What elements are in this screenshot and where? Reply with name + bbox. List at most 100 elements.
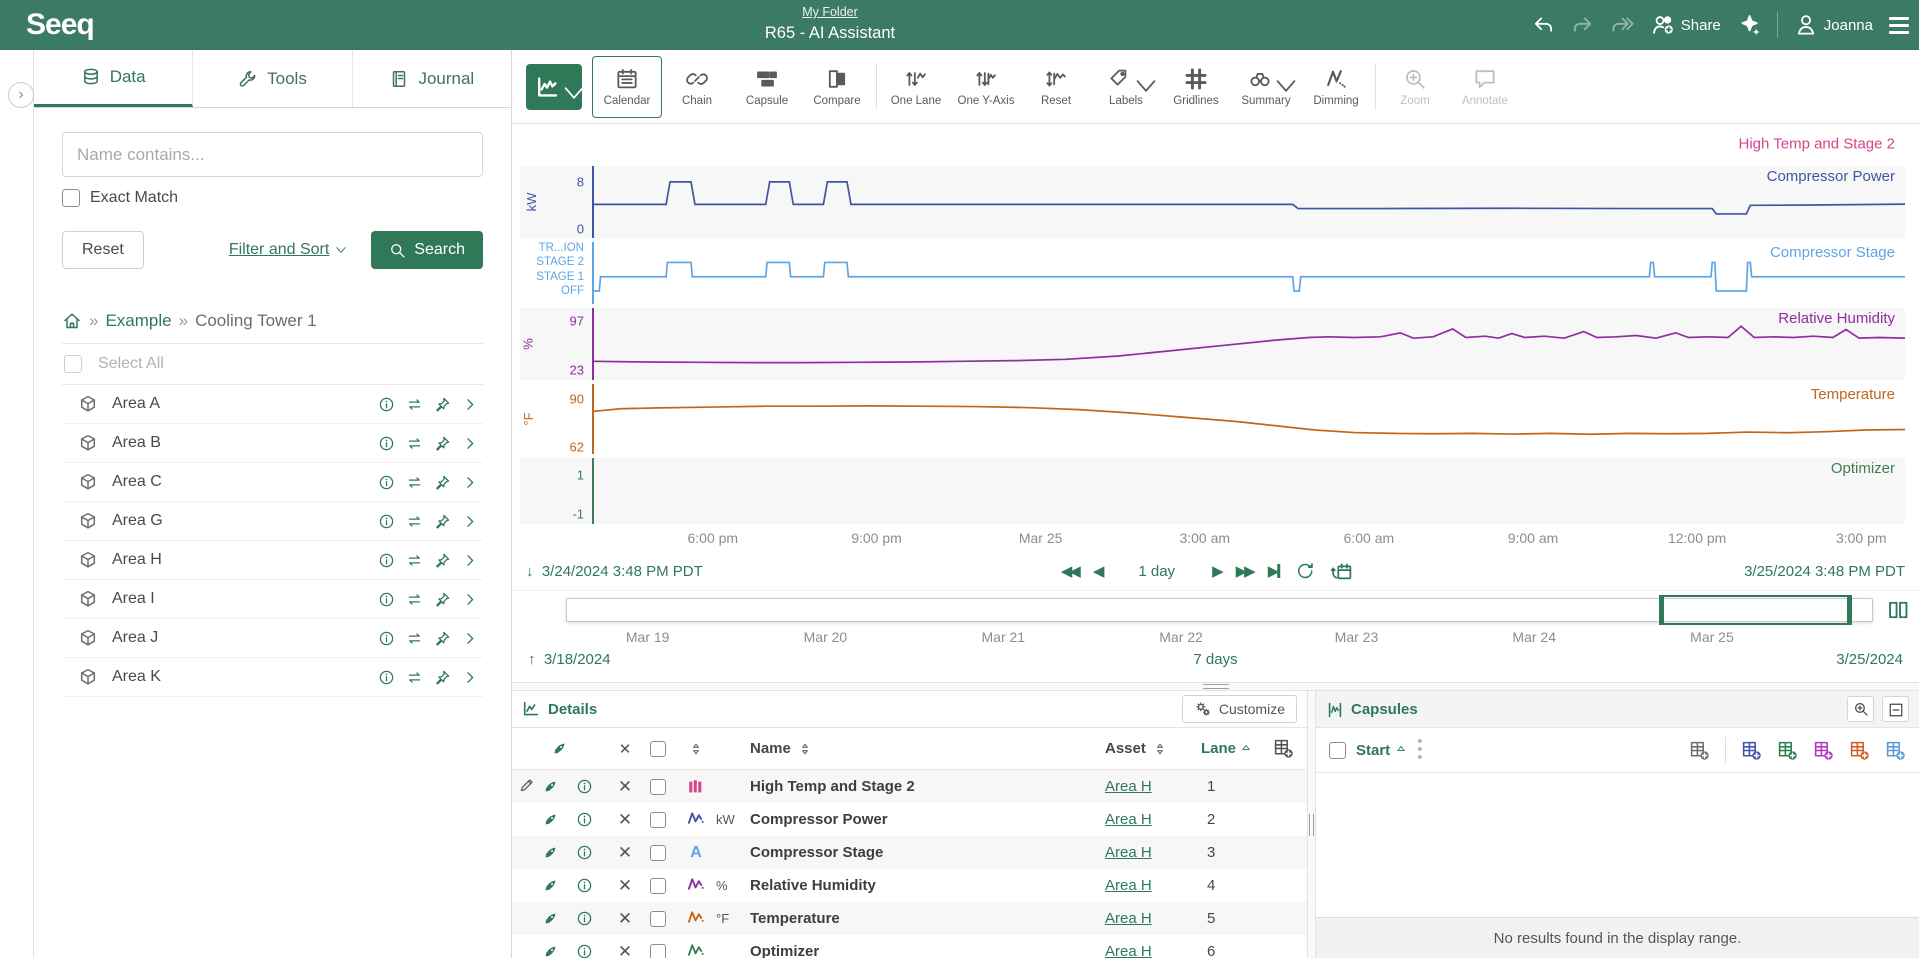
annotate-button[interactable]: Annotate xyxy=(1450,56,1520,118)
asset-link[interactable]: Area H xyxy=(1105,844,1201,861)
signal-label[interactable]: Temperature xyxy=(1811,386,1895,403)
reset-button[interactable]: Reset xyxy=(1021,56,1091,118)
row-checkbox[interactable] xyxy=(650,878,666,894)
filter-and-sort-link[interactable]: Filter and Sort xyxy=(229,241,347,259)
lane-plot[interactable]: Compressor Power xyxy=(592,166,1905,238)
column-options-icon[interactable]: ••• xyxy=(1417,738,1422,763)
step-back-button[interactable]: ◀ xyxy=(1093,562,1102,580)
labels-button[interactable]: Labels xyxy=(1091,56,1161,118)
breadcrumb-example-link[interactable]: Example xyxy=(105,311,171,331)
remove-all-column[interactable]: ✕ xyxy=(619,740,632,758)
signal-label[interactable]: Relative Humidity xyxy=(1778,310,1895,327)
lane-plot[interactable]: Relative Humidity xyxy=(592,308,1905,380)
asset-link[interactable]: Area H xyxy=(1105,943,1201,958)
swap-asset-icon[interactable] xyxy=(406,669,423,686)
pin-icon[interactable] xyxy=(434,591,451,608)
ai-assistant-icon[interactable] xyxy=(1737,13,1761,37)
remove-item-icon[interactable]: ✕ xyxy=(618,778,632,795)
asset-link[interactable]: Area H xyxy=(1105,778,1201,795)
remove-item-icon[interactable]: ✕ xyxy=(618,844,632,861)
lane-plot[interactable]: High Temp and Stage 2 xyxy=(592,126,1905,162)
item-info-icon[interactable] xyxy=(378,396,395,413)
remove-item-icon[interactable]: ✕ xyxy=(618,877,632,894)
asset-row-area-c[interactable]: Area C xyxy=(62,463,483,502)
compare-button[interactable]: Compare xyxy=(802,56,872,118)
investigate-end[interactable]: 3/25/2024 xyxy=(1836,651,1903,668)
fast-forward-icon[interactable] xyxy=(1611,13,1635,37)
asset-column-header[interactable]: Asset xyxy=(1105,740,1146,757)
refresh-icon[interactable] xyxy=(1295,561,1315,581)
hamburger-menu-icon[interactable] xyxy=(1889,17,1909,34)
redo-icon[interactable] xyxy=(1571,13,1595,37)
row-checkbox[interactable] xyxy=(650,812,666,828)
vertical-splitter[interactable] xyxy=(1307,691,1316,958)
swap-asset-icon[interactable] xyxy=(406,591,423,608)
row-checkbox[interactable] xyxy=(650,845,666,861)
tab-journal[interactable]: Journal xyxy=(353,50,511,107)
gridlines-button[interactable]: Gridlines xyxy=(1161,56,1231,118)
asset-row-area-j[interactable]: Area J xyxy=(62,619,483,658)
copy-range-to-calendar-icon[interactable] xyxy=(1330,560,1353,583)
pin-icon[interactable] xyxy=(434,396,451,413)
search-input[interactable] xyxy=(62,132,483,177)
asset-row-area-a[interactable]: Area A xyxy=(62,385,483,424)
view-mode-dropdown[interactable] xyxy=(526,64,582,110)
swap-asset-icon[interactable] xyxy=(406,396,423,413)
add-capsule-column-icon[interactable] xyxy=(1849,740,1870,761)
remove-item-icon[interactable]: ✕ xyxy=(618,811,632,828)
item-info-icon[interactable] xyxy=(378,552,395,569)
scrubber-selection[interactable] xyxy=(1659,595,1852,625)
rocket-icon[interactable] xyxy=(542,910,559,927)
item-info-icon[interactable] xyxy=(378,435,395,452)
my-folder-link[interactable]: My Folder xyxy=(802,5,858,19)
item-info-icon[interactable] xyxy=(378,630,395,647)
swap-asset-icon[interactable] xyxy=(406,474,423,491)
pin-icon[interactable] xyxy=(434,435,451,452)
drill-in-icon[interactable] xyxy=(462,591,479,608)
trend-chart[interactable]: High Temp and Stage 2kW80Compressor Powe… xyxy=(512,124,1919,526)
row-checkbox[interactable] xyxy=(650,911,666,927)
capsules-zoom-button[interactable] xyxy=(1847,696,1874,722)
drill-in-icon[interactable] xyxy=(462,396,479,413)
pin-icon[interactable] xyxy=(434,630,451,647)
one-y-axis-button[interactable]: One Y-Axis xyxy=(951,56,1021,118)
drill-in-icon[interactable] xyxy=(462,669,479,686)
asset-row-area-b[interactable]: Area B xyxy=(62,424,483,463)
item-info-icon[interactable] xyxy=(576,844,593,861)
search-button[interactable]: Search xyxy=(371,231,483,269)
add-capsule-column-icon[interactable] xyxy=(1741,740,1762,761)
signal-label[interactable]: Optimizer xyxy=(1831,460,1895,477)
sort-icon[interactable] xyxy=(798,742,812,756)
lane-column-header[interactable]: Lane xyxy=(1201,740,1236,757)
start-column-header[interactable]: Start xyxy=(1356,742,1407,759)
drill-in-icon[interactable] xyxy=(462,435,479,452)
tab-data[interactable]: Data xyxy=(34,50,193,107)
range-end[interactable]: 3/25/2024 3:48 PM PDT xyxy=(1744,563,1905,580)
asset-row-area-i[interactable]: Area I xyxy=(62,580,483,619)
drill-in-icon[interactable] xyxy=(462,513,479,530)
signal-label[interactable]: High Temp and Stage 2 xyxy=(1739,136,1896,153)
reset-button[interactable]: Reset xyxy=(62,231,144,269)
pin-icon[interactable] xyxy=(434,552,451,569)
pin-icon[interactable] xyxy=(434,669,451,686)
asset-link[interactable]: Area H xyxy=(1105,811,1201,828)
rocket-icon[interactable] xyxy=(542,877,559,894)
share-button[interactable]: Share xyxy=(1651,13,1721,37)
capsule-button[interactable]: Capsule xyxy=(732,56,802,118)
step-forward-button[interactable]: ▶ xyxy=(1212,562,1221,580)
rocket-icon[interactable] xyxy=(542,943,559,958)
swap-asset-icon[interactable] xyxy=(406,513,423,530)
signal-label[interactable]: Compressor Power xyxy=(1767,168,1895,185)
customize-button[interactable]: Customize xyxy=(1182,695,1297,723)
asset-row-area-g[interactable]: Area G xyxy=(62,502,483,541)
drill-in-icon[interactable] xyxy=(462,552,479,569)
item-info-icon[interactable] xyxy=(576,877,593,894)
sort-icon[interactable] xyxy=(689,742,703,756)
capsule-time-icon[interactable] xyxy=(1887,599,1909,621)
user-menu[interactable]: Joanna xyxy=(1794,13,1873,37)
tab-tools[interactable]: Tools xyxy=(193,50,352,107)
pin-icon[interactable] xyxy=(434,513,451,530)
item-info-icon[interactable] xyxy=(378,474,395,491)
signal-label[interactable]: Compressor Stage xyxy=(1770,244,1895,261)
swap-asset-icon[interactable] xyxy=(406,630,423,647)
